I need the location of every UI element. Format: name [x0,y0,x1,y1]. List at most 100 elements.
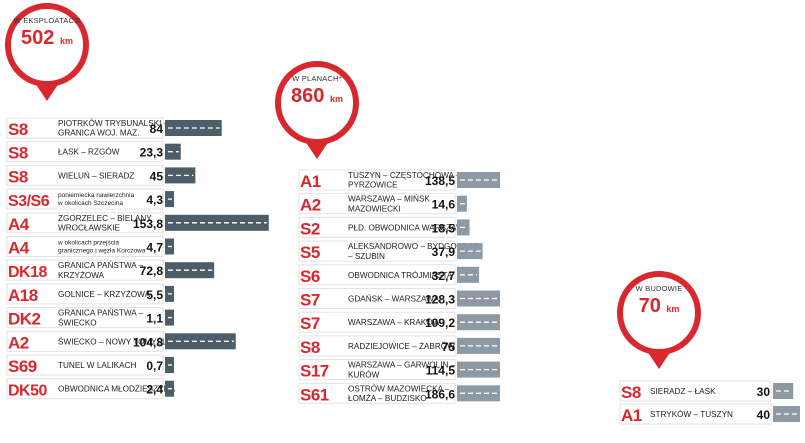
road-label: A1 [621,406,642,425]
road-name: WARSZAWA – KRAKÓW [348,317,441,327]
pin-planned-unit: km [329,94,343,104]
value-label: 153,8 [133,217,163,231]
road-name: TUSZYN – CZĘSTOCHOWA – [348,171,461,180]
road-label: DK50 [8,383,48,400]
road-label: S2 [300,219,320,238]
road-label: S61 [300,385,329,404]
value-label: 32,7 [432,269,456,283]
road-name: GOLNICE – KRZYŻOWA [58,289,151,299]
road-name: PYRZOWICE [348,181,398,190]
road-label: S8 [8,120,28,139]
road-name: ALEKSANDROWO – BYDGOSZCZ [348,242,478,251]
road-label: S3/S6 [8,193,50,210]
row-background [6,212,164,234]
row-background [298,311,456,333]
road-name: PIOTRKÓW TRYBUNALSKI – [58,118,169,128]
road-label: S5 [300,243,320,262]
road-label: A18 [8,286,38,305]
road-name: GRANICA WOJ. MAZ. [58,129,139,138]
bar [773,383,794,399]
row-background [298,193,456,215]
row-background [6,117,164,139]
road-name: KURÓW [348,369,380,379]
value-label: 4,3 [146,193,163,207]
pin-planned-value: 860 [291,85,325,107]
pin-operation-caption: W EKSPLOATACJI [13,16,81,25]
pin-planned-value-wrap: 860 km [281,85,353,110]
road-name: ŚWIECKO [58,316,97,327]
row-background [6,330,164,352]
row-background [6,141,164,163]
pin-operation-value: 502 [21,27,55,49]
road-label: S8 [8,167,28,186]
row-background [298,169,456,191]
pin-construction-value-wrap: 70 km [623,295,695,320]
value-label: 75 [442,340,456,354]
road-label: A1 [300,172,321,191]
pin-planned: W PLANACH* 860 km [275,61,359,159]
road-name: granicznego i węzła Korczowa [58,248,146,255]
row-background [6,164,164,186]
row-background [298,288,456,309]
road-label: S7 [300,314,320,333]
road-label: A2 [300,196,321,215]
road-name: RADZIEJOWICE – ŻABRÓW [348,341,455,351]
road-label: S17 [300,362,329,381]
row-background [619,403,772,425]
pin-construction-value: 70 [638,295,661,317]
road-label: S8 [621,383,641,402]
row-background [6,378,164,400]
pin-operation: W EKSPLOATACJI 502 km [5,3,89,101]
value-label: 128,3 [425,293,455,307]
road-name: ŚWIECKO – NOWY TOMYŚL [58,335,167,346]
row-background [6,307,164,329]
road-name: ZGORZELEC – BIELANY [58,214,152,223]
value-label: 40 [757,408,771,422]
pin-planned-caption: W PLANACH* [292,74,342,83]
road-label: A2 [8,333,29,352]
row-background [298,335,456,357]
row-background [6,283,164,305]
road-name: GDAŃSK – WARSZAWA [348,294,440,304]
road-name: WROCŁAWSKIE [58,224,121,233]
road-name: w okolicach Szczecina [57,200,123,207]
road-label: S8 [300,338,320,357]
value-label: 30 [757,385,771,399]
road-name: WARSZAWA – GARWOLIN – [348,361,456,370]
road-name: OBWODNICA MŁODZIESZYNA [58,385,175,394]
value-label: 109,2 [425,316,455,330]
pin-operation-value-wrap: 502 km [11,27,83,52]
road-name: MAZOWIECKI [348,204,401,213]
road-label: S7 [300,291,320,310]
road-label: S69 [8,357,37,376]
value-label: 114,5 [426,364,456,378]
pin-operation-unit: km [59,36,73,46]
road-label: S8 [8,144,28,163]
value-label: 84 [150,122,164,136]
pin-construction-unit: km [666,304,680,314]
value-label: 0,7 [146,359,163,373]
value-label: 2,4 [146,383,163,397]
value-label: 1,1 [146,312,163,326]
road-name: ŁOMŻA – BUDZISKO [348,393,427,403]
road-label: A4 [8,239,30,258]
row-background [298,382,456,404]
value-label: 4,7 [146,241,163,255]
value-label: 45 [150,169,164,183]
road-name: ŁASK – RZGÓW [58,147,120,157]
row-background [6,236,164,257]
road-name: OSTRÓW MAZOWIECKA – [348,383,450,393]
row-background [619,380,772,402]
row-background [298,240,456,262]
value-label: 72,8 [140,264,164,278]
road-name: TUNEL W LALIKACH [58,361,136,370]
row-background [6,259,164,281]
value-label: 23,3 [140,146,164,160]
road-name: PŁD. OBWODNICA WARSZAWY [348,223,470,232]
road-name: w okolicach przejścia [57,240,119,247]
road-label: DK2 [8,310,41,329]
road-name: WIELUŃ – SIERADZ [58,170,134,180]
row-background [6,188,164,210]
row-background [298,359,456,381]
